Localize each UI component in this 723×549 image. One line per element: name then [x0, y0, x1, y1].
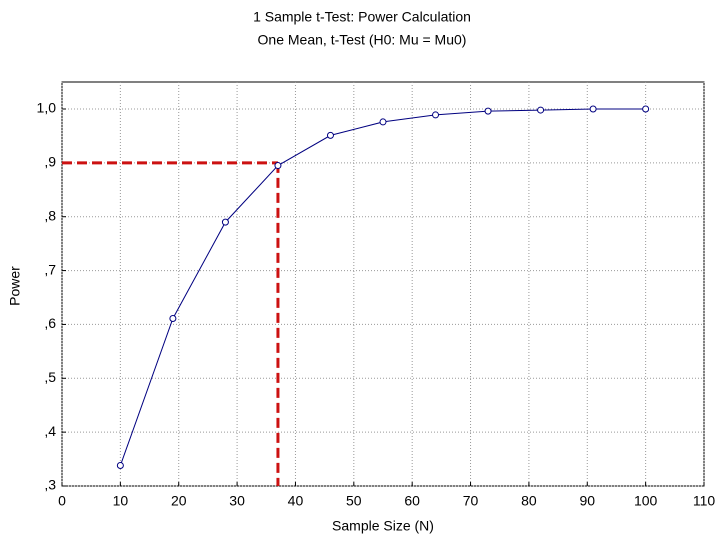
data-point	[432, 111, 440, 119]
y-tick-label: ,3	[44, 477, 56, 493]
chart-subtitle: One Mean, t-Test (H0: Mu = Mu0)	[258, 32, 467, 48]
data-point	[326, 131, 334, 139]
y-tick-label: ,9	[44, 154, 56, 170]
data-point	[379, 118, 387, 126]
x-tick-label: 110	[693, 493, 716, 509]
x-tick-label: 100	[634, 493, 658, 509]
data-point	[116, 462, 124, 470]
y-tick-label: 1,0	[37, 100, 57, 116]
x-axis-label: Sample Size (N)	[332, 518, 434, 534]
y-tick-label: ,5	[44, 369, 56, 385]
x-tick-label: 20	[171, 493, 187, 509]
data-point	[642, 105, 650, 113]
x-tick-label: 50	[346, 493, 362, 509]
x-tick-label: 40	[288, 493, 304, 509]
data-point	[484, 107, 492, 115]
x-tick-label: 90	[579, 493, 595, 509]
y-axis-label: Power	[7, 266, 23, 306]
x-tick-label: 70	[463, 493, 479, 509]
x-tick-label: 60	[404, 493, 420, 509]
data-point	[169, 315, 177, 323]
data-point	[537, 106, 545, 114]
x-tick-label: 0	[58, 493, 66, 509]
data-point	[221, 218, 229, 226]
data-point	[589, 105, 597, 113]
y-tick-label: ,6	[44, 315, 56, 331]
x-tick-label: 10	[113, 493, 129, 509]
plot-area	[61, 81, 705, 487]
y-tick-label: ,4	[44, 423, 56, 439]
y-tick-label: ,7	[44, 261, 56, 277]
x-tick-label: 80	[521, 493, 537, 509]
x-tick-label: 30	[229, 493, 245, 509]
data-point	[274, 162, 282, 170]
chart-title: 1 Sample t-Test: Power Calculation	[253, 9, 471, 25]
y-tick-label: ,8	[44, 207, 56, 223]
